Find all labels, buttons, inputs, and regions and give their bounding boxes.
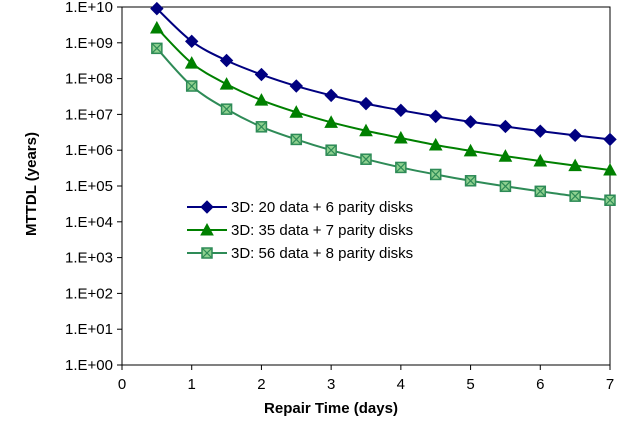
series-2-point [254, 93, 269, 106]
series-3-point [429, 168, 442, 181]
series-3 [151, 42, 616, 206]
legend: 3D: 20 data + 6 parity disks 3D: 35 data … [187, 199, 413, 262]
series-1-point [359, 96, 373, 111]
series-2-point [394, 130, 408, 144]
series-1-point [498, 119, 513, 134]
y-tick-label: 1.E+00 [65, 357, 113, 374]
x-tick-label: 1 [188, 376, 196, 393]
series-2-point [603, 162, 617, 176]
series-1-point [289, 79, 303, 93]
series-3-point [220, 103, 233, 115]
series-1-point [150, 1, 164, 16]
series-1-point [533, 124, 547, 138]
y-tick-label: 1.E+01 [65, 321, 113, 338]
series-2-line [156, 27, 611, 171]
x-axis-title: Repair Time (days) [264, 400, 398, 417]
series-2-point [324, 115, 338, 128]
legend-entry-2: 3D: 35 data + 7 parity disks [187, 222, 413, 239]
x-tick-label: 3 [327, 376, 335, 393]
series-2-point [463, 143, 478, 157]
series-1-point [254, 67, 269, 82]
series-2-point [184, 56, 199, 69]
series-3-point [255, 121, 268, 133]
series-3-point [395, 161, 407, 174]
series-3-point [325, 144, 337, 156]
series-3-point [534, 185, 547, 198]
series-1-point [324, 88, 338, 103]
series-1-point [603, 132, 617, 147]
series-3-point [360, 153, 372, 165]
x-tick-label: 4 [397, 376, 405, 393]
series-2-point [219, 77, 234, 90]
series-1-point [219, 53, 234, 68]
series-2-point [150, 20, 164, 34]
y-tick-label: 1.E+08 [65, 71, 113, 88]
series-1-point [394, 103, 408, 118]
y-tick-label: 1.E+09 [65, 35, 113, 52]
series-1-point [568, 128, 582, 143]
series-3-point [151, 42, 163, 55]
series-3-point [604, 194, 616, 206]
series-1-point [429, 109, 443, 124]
series-3-point [464, 175, 477, 187]
x-tick-label: 0 [118, 376, 126, 393]
legend-entry-1: 3D: 20 data + 6 parity disks [187, 199, 413, 216]
series-3-line [156, 47, 611, 202]
y-tick-label: 1.E+07 [65, 106, 113, 123]
y-tick-label: 1.E+10 [65, 0, 113, 16]
series-1-point [463, 115, 478, 129]
y-tick-label: 1.E+05 [65, 178, 113, 195]
series-3-point [290, 133, 303, 146]
legend-label: 3D: 56 data + 8 parity disks [231, 245, 413, 262]
x-tick-label: 2 [257, 376, 265, 393]
series-1 [150, 1, 617, 147]
y-tick-label: 1.E+04 [65, 214, 113, 231]
x-tick-label: 5 [466, 376, 474, 393]
y-tick-label: 1.E+02 [65, 285, 113, 302]
legend-label: 3D: 20 data + 6 parity disks [231, 199, 413, 216]
legend-marker [201, 247, 213, 259]
legend-label: 3D: 35 data + 7 parity disks [231, 222, 413, 239]
axes: 1.E+00 1.E+01 1.E+02 1.E+03 1.E+04 1.E+05 1.E+… [65, 0, 614, 393]
y-axis-title: MTTDL (years) [23, 132, 40, 236]
series-2-point [533, 153, 548, 167]
series-1-line [156, 7, 611, 141]
legend-marker [200, 222, 214, 236]
series-2 [150, 20, 617, 176]
legend-entry-3: 3D: 56 data + 8 parity disks [187, 245, 413, 262]
series-2-point [498, 149, 513, 162]
series-2-point [428, 137, 443, 151]
series-3-point [185, 80, 198, 92]
series-1-point [185, 34, 199, 49]
x-tick-label: 6 [536, 376, 544, 393]
plot-series [150, 1, 617, 206]
y-tick-label: 1.E+06 [65, 142, 113, 159]
legend-marker [200, 200, 214, 214]
series-3-point [569, 190, 581, 202]
series-2-point [568, 158, 582, 172]
x-tick-label: 7 [606, 376, 614, 393]
series-2-point [359, 123, 373, 137]
series-3-point [499, 180, 512, 193]
y-tick-label: 1.E+03 [65, 250, 113, 267]
series-2-point [289, 105, 304, 118]
